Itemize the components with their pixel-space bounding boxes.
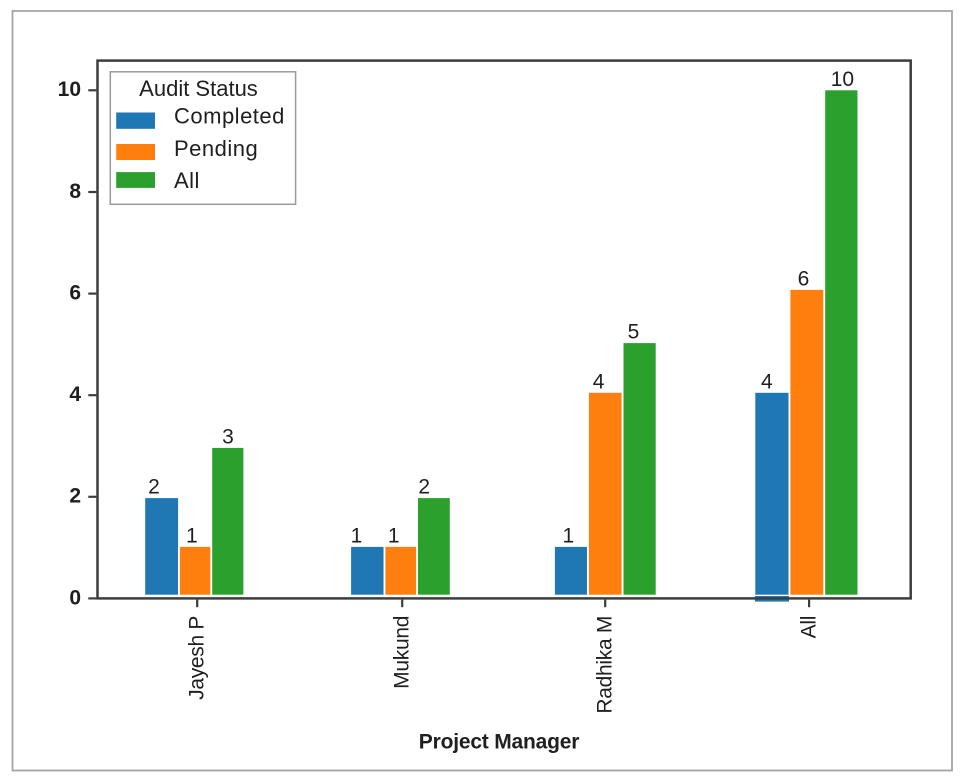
svg-text:3: 3 (222, 426, 234, 449)
svg-text:Radhika M: Radhika M (594, 616, 617, 714)
svg-text:10: 10 (831, 68, 854, 91)
svg-text:1: 1 (186, 525, 198, 548)
svg-text:6: 6 (69, 282, 81, 305)
svg-text:Mukund: Mukund (391, 616, 414, 689)
svg-text:1: 1 (563, 525, 575, 548)
svg-text:4: 4 (761, 370, 773, 393)
svg-text:Completed: Completed (174, 104, 285, 129)
svg-text:All: All (174, 168, 200, 193)
svg-text:Jayesh P: Jayesh P (186, 616, 209, 700)
svg-text:4: 4 (593, 370, 605, 393)
svg-text:0: 0 (69, 586, 81, 609)
svg-text:6: 6 (798, 268, 810, 291)
svg-text:10: 10 (58, 78, 81, 101)
svg-text:5: 5 (628, 321, 640, 344)
svg-text:1: 1 (388, 525, 400, 548)
svg-text:2: 2 (418, 476, 430, 499)
svg-text:4: 4 (69, 383, 81, 406)
svg-text:Pending: Pending (174, 136, 258, 161)
svg-text:1: 1 (351, 525, 363, 548)
svg-text:Project Manager: Project Manager (419, 731, 579, 754)
svg-text:Audit Status: Audit Status (139, 76, 258, 101)
svg-text:2: 2 (148, 476, 160, 499)
svg-text:8: 8 (69, 180, 81, 203)
svg-text:All: All (797, 616, 820, 638)
svg-text:2: 2 (69, 485, 81, 508)
